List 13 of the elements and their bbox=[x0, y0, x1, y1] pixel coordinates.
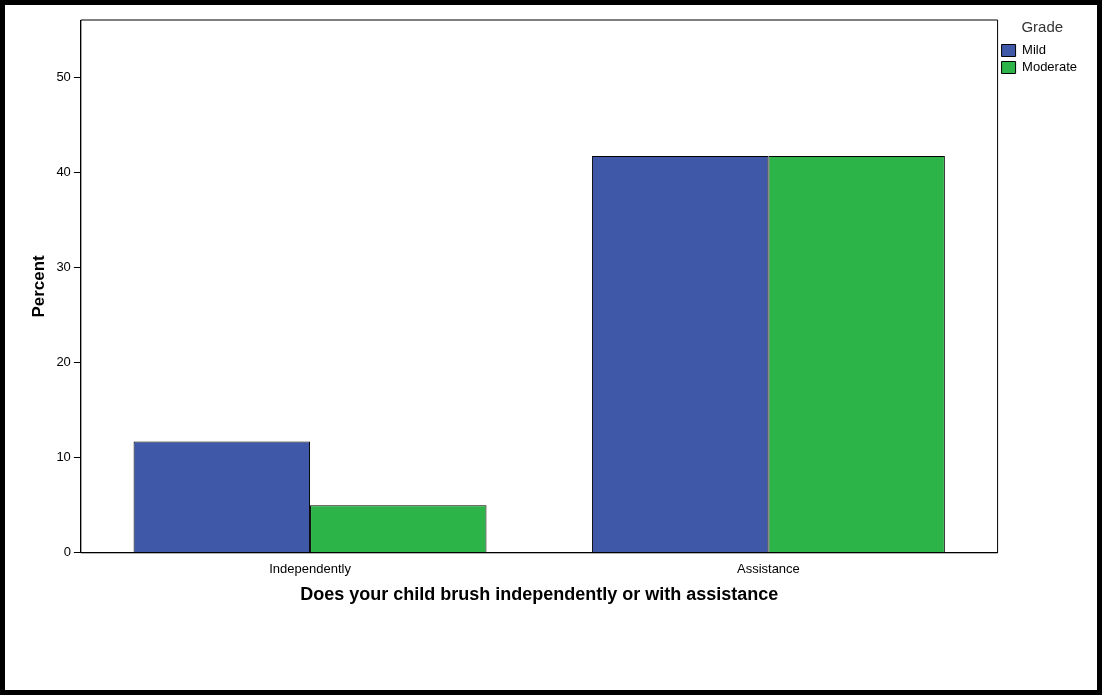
x-tick-label: Assistance bbox=[736, 561, 800, 577]
x-tick-label: Independently bbox=[269, 561, 352, 577]
y-tick-label: 50 bbox=[56, 68, 71, 84]
legend-label: Mild bbox=[1022, 42, 1046, 58]
y-tick-label: 30 bbox=[56, 258, 71, 274]
legend-title: Grade bbox=[1021, 17, 1064, 35]
x-axis-title: Does your child brush independently or with assistance bbox=[300, 584, 779, 605]
y-tick-label: 10 bbox=[56, 449, 71, 465]
y-tick-label: 40 bbox=[56, 163, 71, 179]
y-axis-title: Percent bbox=[28, 254, 48, 318]
y-tick-label: 0 bbox=[63, 544, 71, 560]
legend-label: Moderate bbox=[1022, 59, 1077, 75]
y-tick-label: 20 bbox=[56, 354, 71, 370]
